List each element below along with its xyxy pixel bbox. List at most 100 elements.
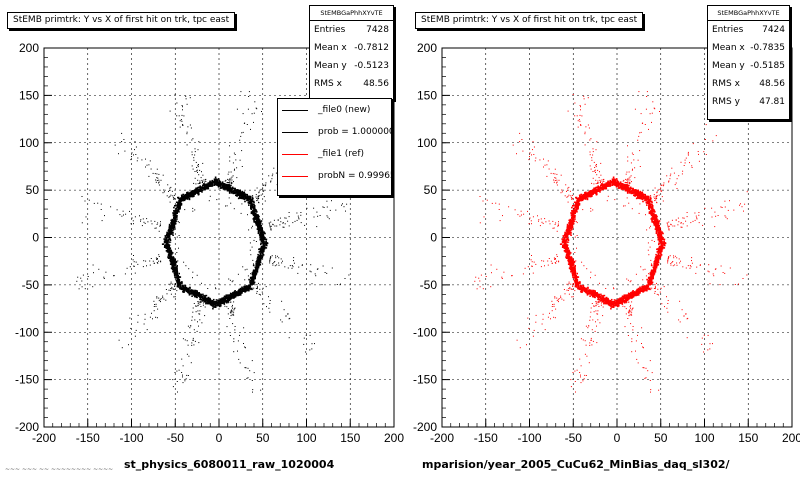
data-point bbox=[251, 206, 253, 208]
data-point bbox=[252, 211, 254, 213]
data-point bbox=[165, 242, 168, 245]
data-point bbox=[221, 181, 224, 183]
data-point bbox=[155, 316, 157, 318]
data-point bbox=[250, 207, 252, 210]
data-point bbox=[271, 175, 273, 177]
data-point bbox=[150, 220, 152, 222]
data-point bbox=[235, 192, 237, 194]
data-point bbox=[242, 290, 244, 292]
data-point bbox=[178, 235, 180, 236]
data-point bbox=[227, 298, 229, 300]
data-point bbox=[247, 367, 249, 369]
data-point bbox=[179, 287, 181, 290]
data-point bbox=[260, 194, 262, 196]
data-point bbox=[143, 221, 145, 223]
data-point bbox=[222, 302, 224, 304]
data-point bbox=[204, 185, 206, 187]
data-point bbox=[178, 369, 180, 371]
data-point bbox=[188, 268, 190, 270]
data-point bbox=[326, 206, 328, 208]
data-point bbox=[168, 256, 171, 258]
data-point bbox=[262, 184, 264, 186]
data-point bbox=[157, 308, 159, 310]
data-point bbox=[226, 181, 228, 183]
data-point bbox=[311, 343, 313, 345]
data-point bbox=[649, 280, 651, 283]
data-point bbox=[245, 197, 248, 199]
data-point bbox=[215, 288, 217, 290]
data-point bbox=[97, 202, 99, 204]
data-point bbox=[249, 283, 252, 285]
data-point bbox=[184, 339, 186, 341]
data-point bbox=[272, 263, 274, 264]
data-point bbox=[274, 225, 276, 227]
data-point bbox=[224, 305, 226, 307]
data-point bbox=[598, 299, 600, 301]
data-point bbox=[242, 113, 244, 115]
data-point bbox=[288, 216, 290, 218]
data-point bbox=[260, 239, 263, 242]
data-point bbox=[169, 289, 171, 291]
data-point bbox=[224, 299, 227, 301]
data-point bbox=[202, 304, 204, 306]
data-point bbox=[121, 347, 123, 349]
data-point bbox=[253, 287, 255, 289]
data-point bbox=[186, 144, 188, 146]
data-point bbox=[171, 288, 173, 290]
data-point bbox=[326, 200, 328, 202]
data-point bbox=[234, 294, 236, 296]
data-point bbox=[159, 299, 161, 301]
data-point bbox=[205, 181, 207, 182]
data-point bbox=[303, 337, 305, 339]
data-point bbox=[198, 296, 201, 298]
data-point bbox=[113, 275, 115, 277]
y-tick-label: -150 bbox=[15, 373, 39, 387]
data-point bbox=[172, 225, 174, 227]
data-point bbox=[158, 230, 160, 232]
data-point bbox=[198, 174, 200, 176]
data-point bbox=[258, 255, 260, 257]
data-point bbox=[236, 189, 238, 191]
data-point bbox=[199, 296, 202, 298]
data-point bbox=[262, 235, 264, 238]
data-point bbox=[256, 268, 259, 271]
data-point bbox=[217, 302, 219, 305]
data-point bbox=[660, 243, 663, 246]
data-point bbox=[249, 195, 252, 198]
data-point bbox=[170, 288, 172, 289]
data-point bbox=[150, 258, 152, 259]
data-point bbox=[208, 200, 210, 202]
data-point bbox=[246, 286, 249, 288]
data-point bbox=[170, 258, 172, 261]
data-point bbox=[168, 250, 170, 252]
data-point bbox=[158, 181, 160, 183]
data-point bbox=[188, 292, 190, 295]
data-point bbox=[577, 284, 580, 287]
data-point bbox=[244, 288, 247, 291]
data-point bbox=[140, 219, 142, 221]
data-point bbox=[259, 248, 261, 250]
data-point bbox=[219, 181, 221, 183]
data-point bbox=[209, 195, 211, 197]
data-point bbox=[220, 183, 223, 185]
data-point bbox=[266, 242, 269, 245]
data-point bbox=[254, 271, 257, 274]
data-point bbox=[174, 262, 177, 264]
data-point bbox=[203, 179, 205, 181]
data-point bbox=[163, 191, 165, 193]
data-point bbox=[581, 287, 584, 290]
data-point bbox=[230, 315, 232, 317]
data-point bbox=[188, 289, 190, 291]
data-point bbox=[252, 259, 254, 261]
data-point bbox=[173, 260, 175, 262]
data-point bbox=[177, 275, 179, 278]
data-point bbox=[232, 280, 234, 282]
data-point bbox=[342, 203, 343, 205]
data-point bbox=[166, 240, 169, 243]
data-point bbox=[252, 274, 255, 276]
data-point bbox=[169, 247, 172, 249]
data-point bbox=[156, 257, 157, 259]
data-point bbox=[158, 297, 160, 299]
data-point bbox=[246, 193, 248, 196]
data-point bbox=[326, 272, 328, 274]
